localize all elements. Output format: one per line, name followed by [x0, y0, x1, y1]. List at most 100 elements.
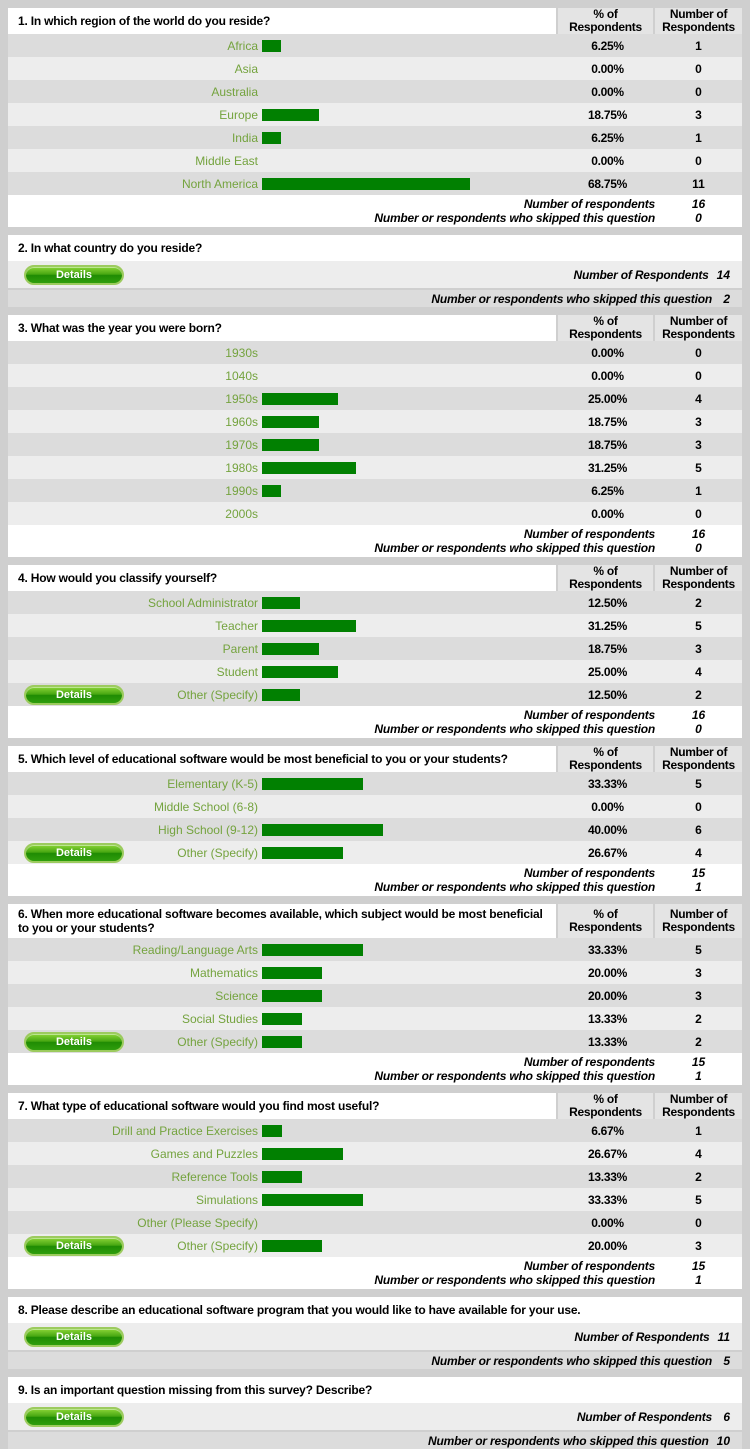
answer-row: Reading/Language Arts 33.33% 5 — [8, 938, 742, 961]
respondents-label: Number of Respondents — [573, 267, 709, 282]
answer-bar — [262, 1124, 282, 1137]
answer-bar-track — [258, 34, 560, 57]
answer-bar — [262, 642, 319, 655]
details-button[interactable]: Details — [24, 684, 124, 705]
answer-row: Details Other (Specify) 20.00% 3 — [8, 1234, 742, 1257]
answer-row: Parent 18.75% 3 — [8, 637, 742, 660]
answer-label: 1960s — [225, 414, 258, 429]
answer-percent: 31.25% — [588, 618, 627, 633]
answer-percent: 13.33% — [588, 1011, 627, 1026]
answer-row: 1960s 18.75% 3 — [8, 410, 742, 433]
answer-bar — [262, 1012, 302, 1025]
answer-percent: 18.75% — [588, 107, 627, 122]
question-title: 2. In what country do you reside? — [8, 235, 742, 261]
details-button[interactable]: Details — [24, 1235, 124, 1256]
answer-percent: 26.67% — [588, 845, 627, 860]
answer-bar — [262, 461, 356, 474]
answer-count: 11 — [692, 176, 705, 191]
answer-percent: 0.00% — [591, 61, 624, 76]
skipped-count: 0 — [695, 541, 702, 555]
respondents-label: Number of respondents — [523, 197, 655, 211]
skipped-row: Number or respondents who skipped this q… — [8, 1273, 742, 1287]
answer-row: 2000s 0.00% 0 — [8, 502, 742, 525]
question-header: 1. In which region of the world do you r… — [8, 8, 742, 34]
skipped-row: Number or respondents who skipped this q… — [8, 1352, 742, 1369]
answer-bar-track — [258, 341, 560, 364]
respondents-row: Number of respondents 16 — [8, 527, 742, 541]
answer-bar-track — [258, 795, 560, 818]
answer-bar — [262, 619, 356, 632]
answer-label: Other (Please Specify) — [137, 1215, 258, 1230]
column-header-line: Respondents — [662, 577, 735, 591]
column-header-count: Number of Respondents — [655, 8, 742, 34]
answer-row: 1930s 0.00% 0 — [8, 341, 742, 364]
answer-count: 0 — [695, 345, 702, 360]
answer-label: Student — [216, 664, 258, 679]
column-header-line: Respondents — [569, 758, 642, 772]
column-header-line: Respondents — [662, 920, 735, 934]
skipped-count: 1 — [695, 1273, 702, 1287]
question-block-2: 2. In what country do you reside? Details… — [8, 235, 742, 307]
respondents-count: 14 — [716, 267, 730, 282]
column-header-line: Respondents — [662, 327, 735, 341]
answer-bar-track — [258, 614, 560, 637]
answer-percent: 20.00% — [588, 988, 627, 1003]
column-header-percent: % of Respondents — [558, 746, 653, 772]
answer-percent: 25.00% — [588, 391, 627, 406]
answer-count: 3 — [695, 1238, 702, 1253]
answer-label: Reading/Language Arts — [132, 942, 258, 957]
question-footer: Number of respondents 16 Number or respond… — [8, 706, 742, 738]
answer-bar-track — [258, 1211, 560, 1234]
question-title: 5. Which level of educational software w… — [8, 746, 556, 772]
answer-percent: 12.50% — [588, 595, 627, 610]
respondents-count: 16 — [691, 197, 706, 211]
skipped-row: Number or respondents who skipped this q… — [8, 211, 742, 225]
answer-row: Africa 6.25% 1 — [8, 34, 742, 57]
answer-label: Africa — [227, 38, 258, 53]
details-button[interactable]: Details — [24, 1406, 124, 1427]
answer-bar-track — [258, 80, 560, 103]
skipped-label: Number or respondents who skipped this q… — [374, 722, 655, 736]
answer-row: Middle East 0.00% 0 — [8, 149, 742, 172]
answer-bar-track — [258, 364, 560, 387]
details-button[interactable]: Details — [24, 842, 124, 863]
answer-count: 5 — [695, 776, 702, 791]
answer-count: 2 — [695, 1169, 702, 1184]
details-button[interactable]: Details — [24, 1031, 124, 1052]
survey-results: 1. In which region of the world do you r… — [8, 8, 742, 1449]
answer-bar-track — [258, 938, 560, 961]
answer-label: Other (Specify) — [177, 1034, 258, 1049]
details-button[interactable]: Details — [24, 264, 124, 285]
answer-label: Science — [215, 988, 258, 1003]
column-header-percent: % of Respondents — [558, 565, 653, 591]
question-header: 7. What type of educational software wou… — [8, 1093, 742, 1119]
answer-row: North America 68.75% 11 — [8, 172, 742, 195]
answer-bar-track — [258, 172, 560, 195]
details-button[interactable]: Details — [24, 1326, 124, 1347]
answer-bar-track — [258, 1188, 560, 1211]
question-block-3: 3. What was the year you were born?% of R… — [8, 315, 742, 557]
answer-bar-track — [258, 433, 560, 456]
respondents-label: Number of Respondents — [574, 1329, 710, 1344]
question-header: 5. Which level of educational software w… — [8, 746, 742, 772]
respondents-label: Number of respondents — [523, 527, 655, 541]
answer-count: 0 — [695, 153, 702, 168]
answer-row: 1950s 25.00% 4 — [8, 387, 742, 410]
question-block-5: 5. Which level of educational software w… — [8, 746, 742, 896]
question-header: 3. What was the year you were born?% of R… — [8, 315, 742, 341]
answer-bar — [262, 1035, 302, 1048]
answer-bar-track — [258, 660, 560, 683]
skipped-label: Number or respondents who skipped this q… — [431, 1353, 712, 1368]
respondents-label: Number of respondents — [523, 1055, 655, 1069]
answer-percent: 6.67% — [591, 1123, 624, 1138]
respondents-label: Number of Respondents — [576, 1409, 712, 1424]
answer-bar-track — [258, 57, 560, 80]
skipped-label: Number or respondents who skipped this q… — [374, 880, 655, 894]
respondents-count: 11 — [717, 1329, 730, 1344]
answer-row: Mathematics 20.00% 3 — [8, 961, 742, 984]
column-header-line: Respondents — [662, 20, 735, 34]
answer-bar-track — [258, 637, 560, 660]
answer-count: 6 — [695, 822, 702, 837]
answer-percent: 6.25% — [591, 130, 624, 145]
